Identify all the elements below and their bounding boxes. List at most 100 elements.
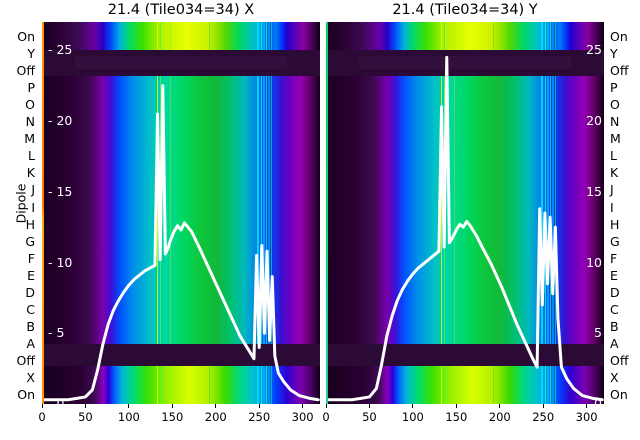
y-tick-10: - 10 [48, 254, 73, 270]
category-label-r-1: Y [610, 46, 618, 62]
category-label-r-0: On [610, 29, 628, 44]
category-label-l-21: On [17, 387, 35, 403]
category-label-r-2: Off [610, 63, 629, 79]
x-tick-label: 0 [38, 410, 46, 424]
category-label-r-10: I [610, 199, 614, 215]
x-tick-label: 150 [161, 410, 184, 424]
x-tick-l-150: 150 [152, 404, 192, 424]
x-tick-mark [302, 404, 304, 408]
category-label-r-16: C [610, 301, 619, 317]
category-axis-right: On Y Off P O N M L K J I H G F E D C B A Off X On [606, 22, 640, 404]
panel-title-y: 21.4 (Tile034=34) Y [392, 2, 538, 18]
x-tick-r-300: 300 [567, 404, 607, 424]
x-tick-label: 150 [445, 410, 468, 424]
x-tick-mark [215, 404, 217, 408]
category-label-l-10: I [31, 199, 35, 215]
x-tick-l-100: 100 [109, 404, 149, 424]
x-tick-mark [41, 404, 43, 408]
gap-strip [75, 56, 287, 69]
x-tick-label: 200 [488, 410, 511, 424]
category-label-r-9: J [610, 182, 614, 198]
x-tick-label: 0 [322, 410, 330, 424]
category-label-r-14: E [610, 267, 618, 283]
x-tick-mark [84, 404, 86, 408]
x-tick-label: 300 [575, 410, 598, 424]
y-tick-0: - 0 [48, 396, 65, 411]
category-label-l-11: H [25, 216, 35, 232]
category-label-r-11: H [610, 216, 620, 232]
x-tick-label: 250 [532, 410, 555, 424]
heatmap-x [42, 22, 320, 404]
gap-strip [359, 56, 571, 69]
panel-title-x: 21.4 (Tile034=34) X [107, 2, 255, 18]
x-tick-r-100: 100 [393, 404, 433, 424]
category-label-l-2: Off [16, 63, 35, 79]
overlay-trace-y [326, 22, 604, 404]
y-tick-20: 20 [586, 113, 602, 129]
category-label-l-17: B [26, 318, 35, 334]
category-label-r-12: G [610, 233, 620, 249]
category-label-r-18: A [610, 335, 619, 351]
x-tick-label: 50 [362, 410, 377, 424]
category-label-r-4: O [610, 97, 620, 113]
category-label-l-6: M [24, 131, 35, 147]
category-label-l-9: J [31, 182, 35, 198]
category-label-r-17: B [610, 318, 619, 334]
x-axis-left: 0 50 100 150 200 250 300 [38, 404, 323, 438]
x-tick-mark [586, 404, 588, 408]
category-label-l-16: C [26, 301, 35, 317]
x-axis-right: 0 50 100 150 200 250 300 [322, 404, 607, 438]
plot-panel-y[interactable]: 0 5 10 15 20 25 [326, 22, 604, 410]
category-label-l-20: X [26, 370, 35, 385]
x-tick-mark [258, 404, 260, 408]
plot-panel-x[interactable]: - 0 - 5 - 10 - 15 - 20 - 25 [42, 22, 320, 410]
heatmap-y [326, 22, 604, 404]
category-label-r-20: X [610, 370, 619, 385]
category-label-r-6: M [610, 131, 621, 147]
x-tick-l-200: 200 [196, 404, 236, 424]
category-label-r-7: L [610, 148, 617, 164]
category-label-r-15: D [610, 284, 620, 300]
x-tick-label: 300 [291, 410, 314, 424]
y-tick-20: - 20 [48, 113, 73, 129]
edge-stripe-left [326, 22, 328, 404]
x-tick-mark [171, 404, 173, 408]
category-label-l-13: F [27, 250, 35, 266]
x-tick-mark [325, 404, 327, 408]
x-tick-mark [128, 404, 130, 408]
trace-polyline [42, 86, 318, 400]
y-tick-5: - 5 [48, 325, 65, 341]
trace-polyline [326, 57, 602, 399]
x-tick-label: 100 [401, 410, 424, 424]
x-tick-mark [542, 404, 544, 408]
x-tick-mark [499, 404, 501, 408]
x-tick-r-150: 150 [436, 404, 476, 424]
category-label-r-21: On [610, 387, 628, 403]
heatmap-band-gap-lower [42, 344, 320, 366]
category-label-r-5: N [610, 114, 620, 130]
category-label-l-1: Y [27, 46, 35, 62]
category-label-r-8: K [610, 165, 619, 181]
x-tick-label: 200 [204, 410, 227, 424]
category-label-l-18: A [26, 335, 35, 351]
x-tick-mark [455, 404, 457, 408]
y-tick-0: 0 [594, 396, 602, 411]
x-tick-l-300: 300 [283, 404, 323, 424]
category-label-r-3: P [610, 80, 618, 96]
y-tick-15: - 15 [48, 183, 73, 199]
category-label-l-5: N [25, 114, 35, 130]
x-tick-label: 100 [117, 410, 140, 424]
x-tick-r-0: 0 [306, 404, 346, 424]
category-label-r-19: Off [610, 352, 629, 368]
y-tick-25: 25 [586, 42, 602, 58]
category-label-l-4: O [25, 97, 35, 113]
overlay-trace-x [42, 22, 320, 404]
heatmap-band-gap-upper [326, 50, 604, 76]
category-label-l-15: D [25, 284, 35, 300]
y-tick-25: - 25 [48, 42, 73, 58]
category-label-l-7: L [28, 148, 35, 164]
x-tick-mark [368, 404, 370, 408]
y-tick-10: 10 [586, 254, 602, 270]
category-label-l-0: On [17, 29, 35, 44]
